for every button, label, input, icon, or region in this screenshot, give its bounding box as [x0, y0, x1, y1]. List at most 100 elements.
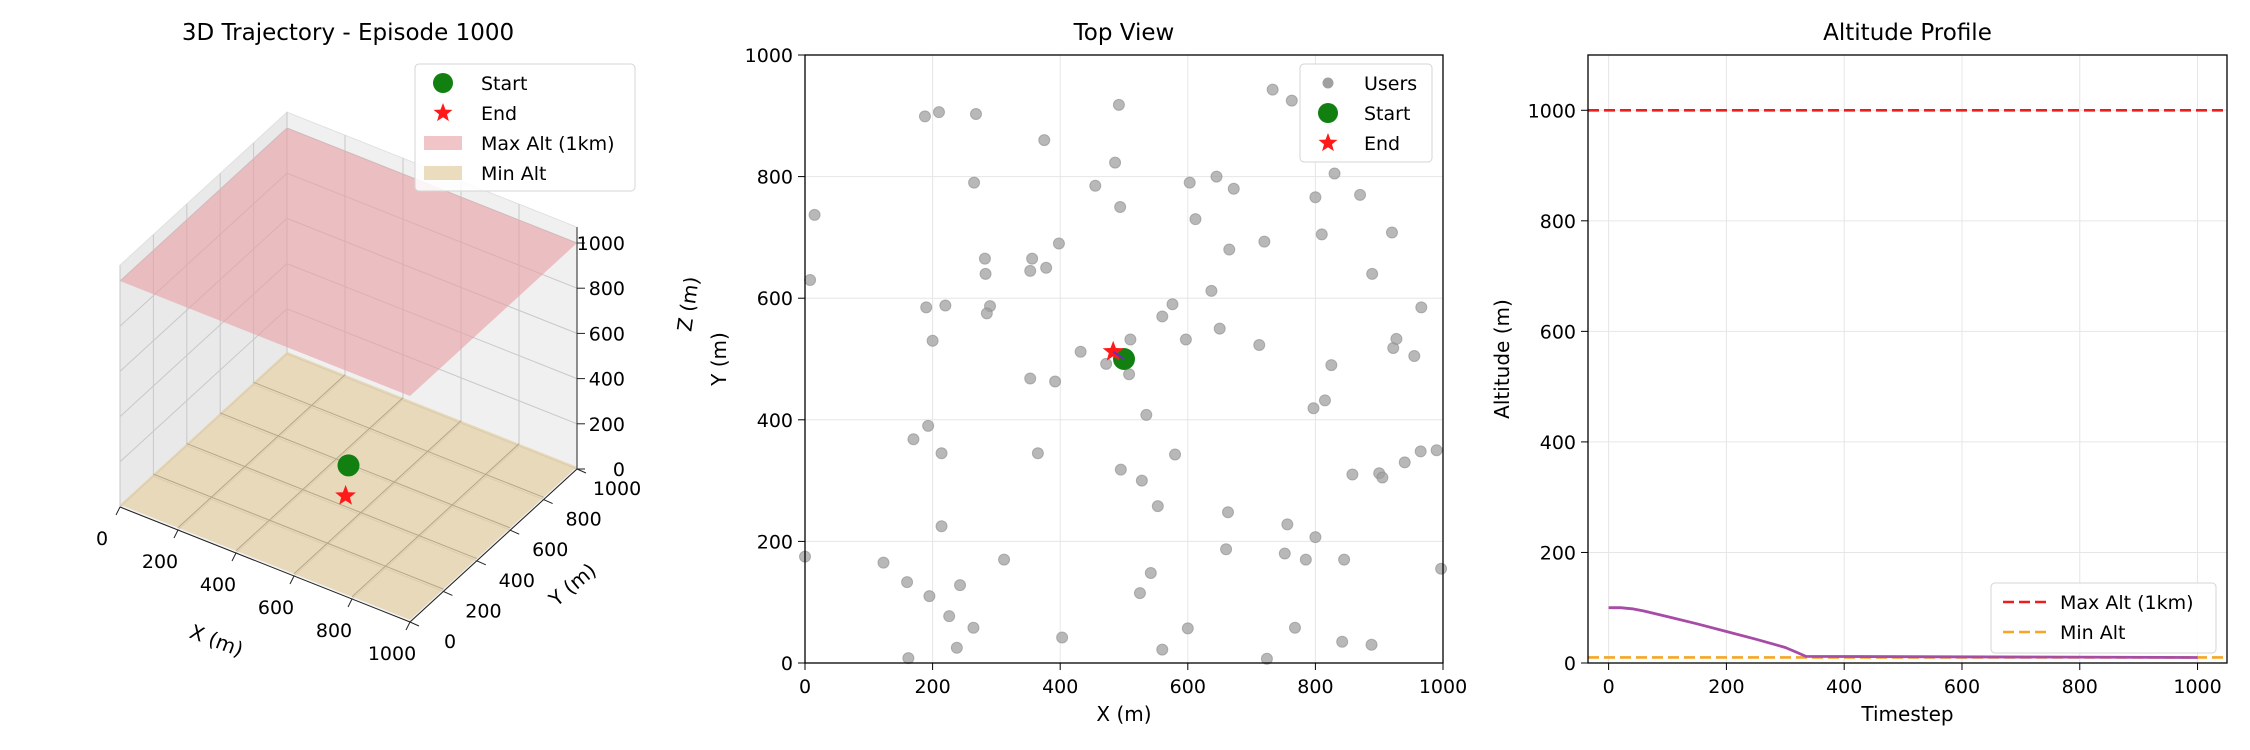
- y-tick-label: 800: [1540, 211, 1576, 233]
- y-tick: [543, 499, 553, 505]
- user-point: [1166, 298, 1179, 311]
- x-tick-label: 1000: [368, 643, 416, 665]
- end-marker: [1102, 340, 1124, 361]
- user-point: [1354, 188, 1367, 201]
- x-tick: [173, 529, 179, 539]
- user-point: [1309, 191, 1322, 204]
- user-point: [1278, 547, 1291, 560]
- user-point: [939, 299, 952, 312]
- y-axis-line: [409, 468, 578, 623]
- user-point: [1408, 349, 1421, 362]
- y-tick-label: 600: [1540, 321, 1576, 343]
- user-point: [1024, 372, 1037, 385]
- user-point: [1179, 333, 1192, 346]
- user-point: [1038, 134, 1051, 147]
- y-axis-title: Y (m): [543, 558, 600, 612]
- user-point: [1338, 553, 1351, 566]
- y-axis-title: Y (m): [707, 332, 731, 387]
- user-point: [1415, 301, 1428, 314]
- x-tick-label: 400: [200, 574, 236, 596]
- z-tick-label: 0: [613, 459, 625, 481]
- chart-title: Top View: [1073, 20, 1175, 46]
- user-point: [1288, 621, 1301, 634]
- user-point: [1366, 267, 1379, 280]
- x-tick-label: 200: [142, 551, 178, 573]
- user-point: [1281, 518, 1294, 531]
- legend-label: Max Alt (1km): [481, 133, 615, 155]
- user-point: [1074, 345, 1087, 358]
- x-tick-label: 200: [1708, 676, 1744, 698]
- user-point: [1260, 652, 1273, 665]
- y-tick: [409, 621, 420, 627]
- user-point: [1024, 264, 1037, 277]
- user-point: [1253, 339, 1266, 352]
- user-point: [1414, 445, 1427, 458]
- user-point: [1156, 310, 1169, 323]
- z-tick-label: 400: [589, 369, 625, 391]
- user-point: [969, 107, 982, 120]
- user-point: [1151, 500, 1164, 513]
- user-point: [1315, 228, 1328, 241]
- legend-users-marker: [1322, 77, 1334, 89]
- legend-start-marker: [433, 73, 453, 93]
- user-point: [978, 252, 991, 265]
- user-point: [926, 334, 939, 347]
- user-point: [902, 652, 915, 665]
- user-point: [1266, 83, 1279, 96]
- legend-label: Min Alt: [481, 163, 546, 185]
- user-point: [1109, 156, 1122, 169]
- y-tick: [576, 468, 587, 474]
- user-point: [918, 110, 931, 123]
- user-point: [1140, 408, 1153, 421]
- x-tick-label: 0: [799, 676, 811, 698]
- min-plane-grid: [153, 473, 444, 590]
- legend-end-marker: [1318, 133, 1338, 152]
- user-point: [1144, 567, 1157, 580]
- y-tick-label: 400: [757, 410, 793, 432]
- user-point: [998, 553, 1011, 566]
- user-point: [907, 433, 920, 446]
- x-tick-label: 400: [1042, 676, 1078, 698]
- x-tick-label: 800: [316, 620, 352, 642]
- y-tick-label: 800: [565, 509, 601, 531]
- legend-box: [1299, 63, 1433, 163]
- user-point: [1398, 456, 1411, 469]
- y-tick-label: 200: [757, 531, 793, 553]
- x-tick: [347, 598, 353, 608]
- user-point: [1223, 243, 1236, 256]
- y-tick-label: 0: [781, 653, 793, 675]
- user-point: [1049, 375, 1062, 388]
- y-tick: [443, 590, 453, 596]
- user-point: [1258, 235, 1271, 248]
- legend-label: Users: [1364, 73, 1417, 95]
- x-axis-line: [119, 506, 411, 623]
- user-point: [935, 520, 948, 533]
- x-tick: [115, 506, 121, 516]
- user-point: [1156, 643, 1169, 656]
- z-tick-label: 800: [589, 278, 625, 300]
- user-point: [1318, 394, 1331, 407]
- start-marker: [337, 454, 360, 477]
- min-plane-grid: [220, 412, 511, 529]
- y-tick-label: 0: [444, 631, 456, 653]
- user-point: [1309, 531, 1322, 544]
- y-axis-title: Altitude (m): [1490, 299, 1514, 419]
- user-point: [1307, 402, 1320, 415]
- legend-label: Max Alt (1km): [2060, 592, 2194, 614]
- trajectory-line: [1112, 350, 1125, 360]
- plot-frame: [804, 54, 1444, 664]
- y-tick-label: 400: [1540, 432, 1576, 454]
- user-point: [1026, 252, 1039, 265]
- y-tick-label: 0: [1564, 653, 1576, 675]
- end-marker: [335, 484, 356, 505]
- x-tick-label: 400: [1826, 676, 1862, 698]
- user-point: [979, 267, 992, 280]
- legend-min-swatch: [424, 166, 462, 180]
- user-point: [877, 556, 890, 569]
- user-point: [920, 301, 933, 314]
- min-plane-grid: [351, 443, 520, 598]
- user-point: [1133, 587, 1146, 600]
- user-point: [923, 590, 936, 603]
- altitude-profile-panel: 0 200 400 600 800 1000 0 200 400 600 800 1000 Altitu…: [1490, 20, 2228, 726]
